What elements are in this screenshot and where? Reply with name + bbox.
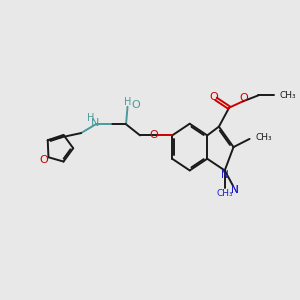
- Text: H: H: [124, 97, 131, 106]
- Text: N: N: [231, 185, 239, 195]
- Text: O: O: [149, 130, 158, 140]
- Text: N: N: [91, 118, 99, 128]
- Text: O: O: [40, 154, 49, 165]
- Text: CH₃: CH₃: [256, 133, 273, 142]
- Text: H: H: [87, 113, 94, 123]
- Text: N: N: [231, 185, 239, 195]
- Text: CH₃: CH₃: [280, 91, 297, 100]
- Text: O: O: [131, 100, 140, 110]
- Text: N: N: [221, 170, 229, 180]
- Text: CH₃: CH₃: [216, 189, 233, 198]
- Text: O: O: [209, 92, 218, 102]
- Text: O: O: [239, 93, 248, 103]
